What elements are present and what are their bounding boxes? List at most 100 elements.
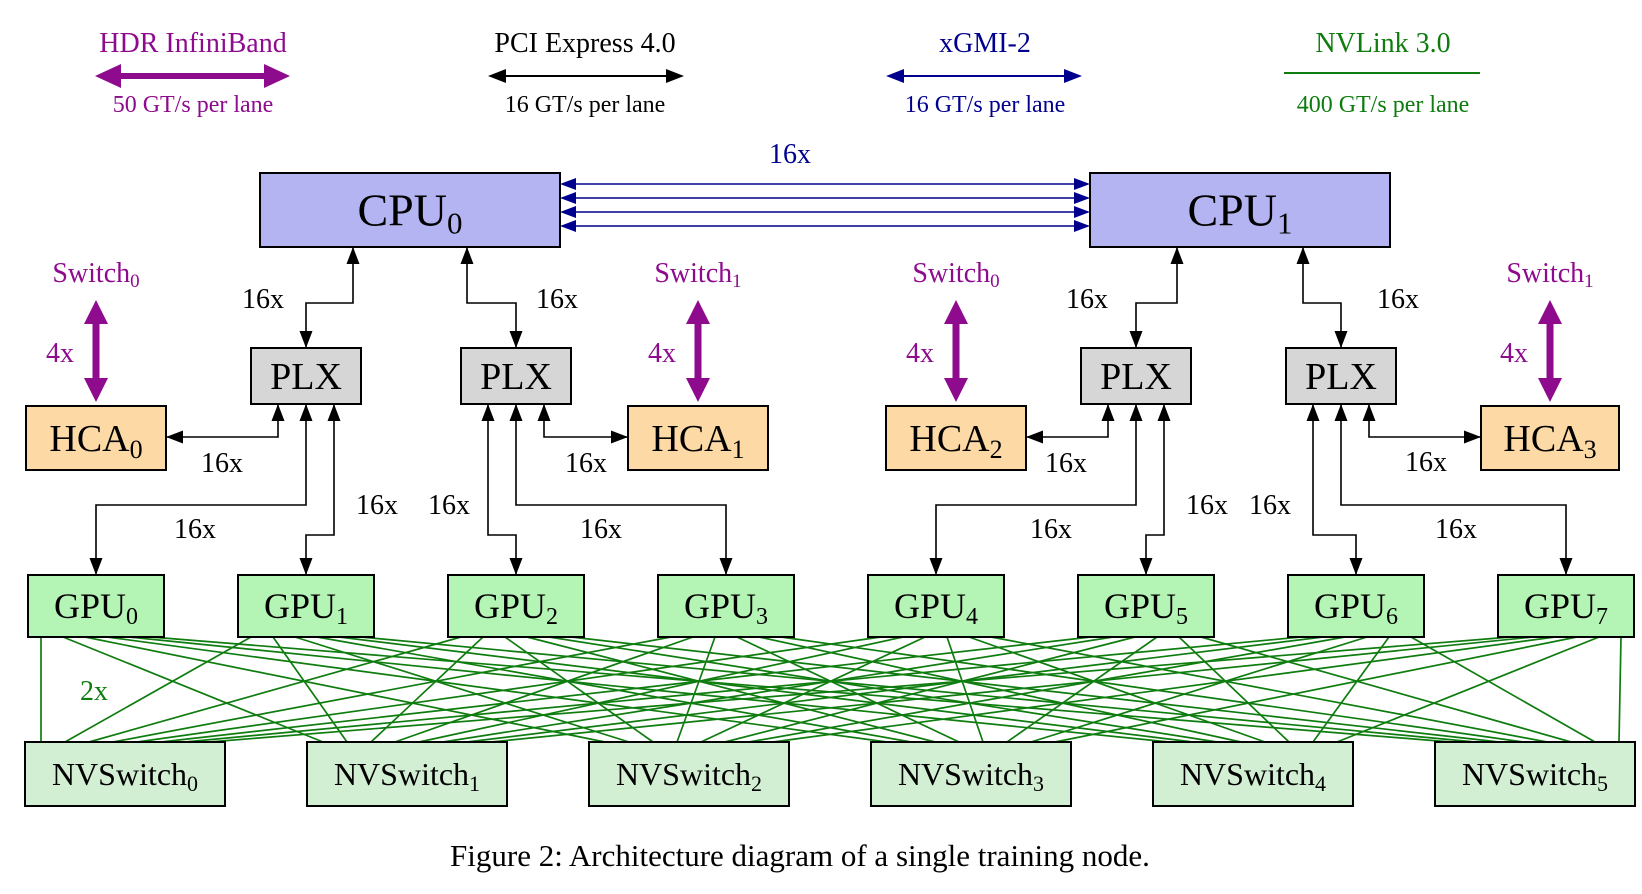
node-gpu2 xyxy=(447,574,585,638)
infiniband-4x-label: 4x xyxy=(1500,338,1528,369)
nvlink-gpu0-nvswitch4 xyxy=(128,636,1170,743)
nvlink-gpu6-nvswitch5 xyxy=(1410,636,1596,743)
nvlink-gpu5-nvswitch2 xyxy=(724,636,1136,743)
cpu-plx-arrowhead-up xyxy=(460,247,474,264)
node-plx2 xyxy=(1080,347,1192,405)
labels-layer: 2x 16x 16x 16x 16x 16x 16x 16x 16x 16x 16x 16x 16x 16… xyxy=(46,139,1594,707)
plx-gpu-link xyxy=(935,404,1137,575)
xgmi-16x-label: 16x xyxy=(769,139,811,170)
infiniband-arrowhead-down xyxy=(1538,378,1562,402)
plx-hca-arrowhead-up xyxy=(1362,404,1376,421)
node-hca2 xyxy=(885,405,1027,471)
legend-sublabel-xgmi-2: 16 GT/s per lane xyxy=(905,92,1066,118)
nvlink-gpu0-nvswitch1 xyxy=(62,636,324,743)
figure-caption: Figure 2: Architecture diagram of a sing… xyxy=(450,838,1150,873)
plx-gpu-link xyxy=(1340,404,1567,575)
node-gpu5 xyxy=(1077,574,1215,638)
nvlink-gpu4-nvswitch0 xyxy=(136,636,882,743)
plx-gpu-16x-label: 16x xyxy=(1249,490,1291,521)
node-label-plx2: PLX xyxy=(1100,356,1172,398)
node-nvswitch2 xyxy=(588,741,790,807)
node-hca1 xyxy=(627,405,769,471)
plx-hca-arrowhead-up xyxy=(1101,404,1115,421)
cpu-plx-link xyxy=(1135,247,1178,348)
plx-gpu-link xyxy=(95,404,307,575)
nvlink-gpu1-nvswitch3 xyxy=(316,636,912,743)
node-label-plx0: PLX xyxy=(270,356,342,398)
xgmi-arrowhead-right xyxy=(1074,192,1090,204)
switch-label-1-1: Switch1 xyxy=(654,258,741,292)
nvlink-gpu7-nvswitch0 xyxy=(208,636,1512,743)
legend-title-hdr-infiniband: HDR InfiniBand xyxy=(99,28,286,59)
node-hca3 xyxy=(1480,405,1620,471)
plx-gpu-arrowhead-up xyxy=(1129,404,1143,421)
nvlink-gpu1-nvswitch2 xyxy=(294,636,630,743)
nvlink-gpu6-nvswitch3 xyxy=(1030,636,1368,743)
nvlink-gpu2-nvswitch0 xyxy=(88,636,462,743)
node-label-gpu3: GPU3 xyxy=(684,586,768,630)
node-label-nvswitch5: NVSwitch5 xyxy=(1462,756,1608,796)
cpu-plx-16x-label: 16x xyxy=(1377,284,1419,315)
plx-gpu-16x-label: 16x xyxy=(1186,490,1228,521)
nvlink-gpu3-nvswitch3 xyxy=(736,636,960,743)
xgmi-arrowhead-left xyxy=(560,220,576,232)
plx-hca-16x-label: 16x xyxy=(1405,447,1447,478)
node-label-hca0: HCA0 xyxy=(49,418,142,464)
node-gpu4 xyxy=(867,574,1005,638)
nvlink-gpu2-nvswitch1 xyxy=(370,636,484,743)
nvlink-gpu2-nvswitch3 xyxy=(526,636,936,743)
plx-gpu-16x-label: 16x xyxy=(1030,514,1072,545)
node-label-cpu1: CPU1 xyxy=(1188,185,1293,241)
infiniband-4x-label: 4x xyxy=(648,338,676,369)
nvlink-gpu6-nvswitch2 xyxy=(748,636,1346,743)
nvlink-gpu3-nvswitch1 xyxy=(394,636,694,743)
legend-sublabel-nvlink-3: 400 GT/s per lane xyxy=(1297,92,1470,118)
nvlink-gpu3-nvswitch5 xyxy=(780,636,1524,743)
nvlink-gpu5-nvswitch1 xyxy=(442,636,1114,743)
switch-label-1-3: Switch1 xyxy=(1506,258,1593,292)
node-label-gpu7: GPU7 xyxy=(1524,586,1608,630)
cpu-plx-arrowhead-up xyxy=(1170,247,1184,264)
plx-hca-link xyxy=(543,404,628,438)
plx-gpu-arrowhead-down xyxy=(1349,558,1363,575)
nvlink-gpu2-nvswitch5 xyxy=(570,636,1500,743)
nvlink-gpu5-nvswitch5 xyxy=(1200,636,1572,743)
node-nvswitch3 xyxy=(870,741,1072,807)
nvlink-gpu1-nvswitch0 xyxy=(64,636,252,743)
legend-layer: HDR InfiniBand 50 GT/s per lane PCI Expres… xyxy=(95,28,1480,118)
nvlink-gpu6-nvswitch0 xyxy=(184,636,1302,743)
node-gpu3 xyxy=(657,574,795,638)
plx-gpu-arrowhead-down xyxy=(719,558,733,575)
xgmi-arrowhead-left xyxy=(560,178,576,190)
nvlink-gpu3-nvswitch2 xyxy=(676,636,716,743)
legend-title-xgmi-2: xGMI-2 xyxy=(939,28,1031,59)
plx-gpu-link xyxy=(1145,404,1165,575)
plx-hca-arrowhead-up xyxy=(537,404,551,421)
nvlink-gpu4-nvswitch2 xyxy=(700,636,926,743)
plx-gpu-arrowhead-down xyxy=(299,558,313,575)
plx-gpu-arrowhead-up xyxy=(509,404,523,421)
cpu-plx-arrowhead-down xyxy=(1129,331,1143,348)
nodes-layer: CPU0 CPU1 PLX PLX PLX PLX HCA0 HCA1 HCA2 HCA3 GPU0… xyxy=(24,172,1636,807)
infiniband-4x-label: 4x xyxy=(906,338,934,369)
nvlink-2x-label: 2x xyxy=(80,676,108,707)
node-label-plx1: PLX xyxy=(480,356,552,398)
node-label-nvswitch1: NVSwitch1 xyxy=(334,756,480,796)
legend-title-nvlink-3: NVLink 3.0 xyxy=(1315,28,1450,59)
infiniband-arrowhead-up xyxy=(84,300,108,324)
node-cpu0 xyxy=(259,172,561,248)
plx-gpu-arrowhead-up xyxy=(1334,404,1348,421)
node-label-hca3: HCA3 xyxy=(1503,418,1596,464)
plx-gpu-16x-label: 16x xyxy=(174,514,216,545)
node-gpu7 xyxy=(1497,574,1635,638)
nvlink-gpu1-nvswitch1 xyxy=(272,636,348,743)
nvlink-gpu5-nvswitch0 xyxy=(160,636,1092,743)
xgmi-arrowhead-right xyxy=(1074,220,1090,232)
cpu-plx-arrowhead-up xyxy=(1296,247,1310,264)
nvlink-gpu7-nvswitch5 xyxy=(1618,636,1622,743)
node-plx1 xyxy=(460,347,572,405)
xgmi-arrowhead-right xyxy=(1074,178,1090,190)
legend-arrowhead xyxy=(264,64,290,88)
nvlink-gpu2-nvswitch4 xyxy=(548,636,1218,743)
node-label-gpu6: GPU6 xyxy=(1314,586,1398,630)
